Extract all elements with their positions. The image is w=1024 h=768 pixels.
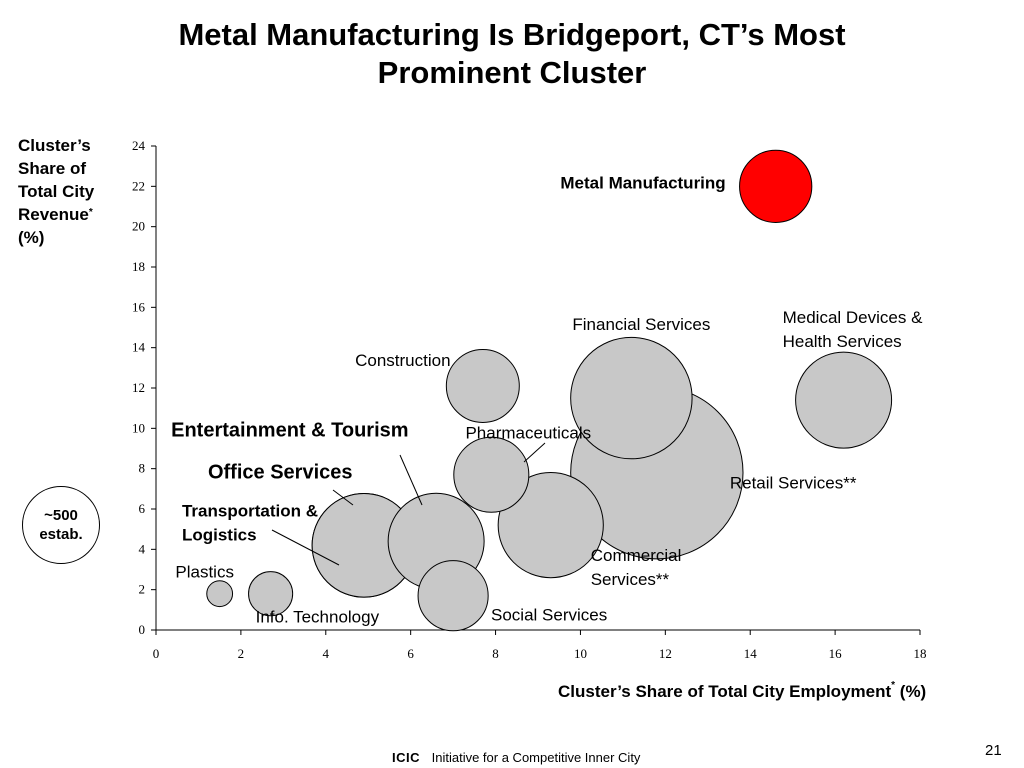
point-label-office-services: Office Services — [208, 461, 353, 483]
bubble-info-technology — [248, 571, 294, 617]
leader-line — [523, 442, 546, 463]
slide-title: Metal Manufacturing Is Bridgeport, CT’s … — [0, 16, 1024, 92]
x-tick-label: 12 — [659, 646, 672, 661]
leader-line — [399, 454, 423, 506]
x-tick-label: 16 — [829, 646, 843, 661]
bubble-medical-devices-health-services — [795, 351, 893, 449]
bubble-metal-manufacturing — [739, 149, 813, 223]
point-label-retail-services: Retail Services** — [730, 474, 857, 493]
point-label-info-technology: Info. Technology — [256, 608, 380, 627]
y-axis-label-line-2: Share of — [18, 159, 87, 178]
y-axis-label-line-1: Cluster’s — [18, 136, 91, 155]
x-tick-label: 0 — [153, 646, 160, 661]
x-tick-label: 14 — [744, 646, 758, 661]
page-number: 21 — [985, 742, 1002, 759]
point-label-commercial-services: Commercial Services** — [591, 546, 682, 589]
point-label-pharmaceuticals: Pharmaceuticals — [465, 424, 591, 443]
y-axis-label-footnote-mark: * — [88, 207, 93, 218]
x-tick-label: 4 — [323, 646, 330, 661]
y-tick-label: 2 — [139, 582, 146, 597]
point-label-metal-manufacturing: Metal Manufacturing — [560, 173, 725, 192]
point-label-financial-services: Financial Services — [572, 315, 710, 334]
x-axis-label-footnote-mark: * — [891, 680, 896, 691]
x-axis-label: Cluster’s Share of Total City Employment… — [558, 680, 927, 702]
point-label-plastics: Plastics — [175, 563, 234, 582]
y-tick-label: 4 — [139, 541, 146, 556]
y-tick-label: 14 — [132, 340, 146, 355]
y-axis-label-line-3: Total City — [18, 182, 95, 201]
leader-line — [271, 529, 340, 566]
y-tick-label: 18 — [132, 259, 145, 274]
x-tick-label: 10 — [574, 646, 587, 661]
y-tick-label: 16 — [132, 299, 146, 314]
leader-line — [332, 489, 354, 506]
point-label-transportation-logistics: Transportation & Logistics — [182, 501, 318, 544]
bubble-construction — [445, 348, 520, 423]
y-tick-label: 10 — [132, 420, 145, 435]
y-tick-label: 6 — [139, 501, 146, 516]
y-axis-label: Cluster’s Share of Total City Revenue* (… — [18, 134, 128, 249]
y-axis-label-line-4: Revenue — [18, 205, 89, 224]
point-label-social-services: Social Services — [491, 606, 607, 625]
y-tick-label: 22 — [132, 178, 145, 193]
legend-unit: estab. — [39, 526, 83, 543]
x-tick-label: 2 — [238, 646, 245, 661]
point-label-medical-devices-health-services: Medical Devices & Health Services — [783, 308, 923, 351]
x-tick-label: 8 — [492, 646, 499, 661]
icic-logo: ICIC — [392, 750, 420, 765]
bubble-commercial-services — [497, 472, 604, 579]
y-tick-label: 24 — [132, 138, 146, 153]
x-axis-label-unit: (%) — [899, 682, 927, 701]
x-axis-label-main: Cluster’s Share of Total City Employment — [558, 682, 892, 701]
point-label-construction: Construction — [355, 351, 450, 370]
y-tick-label: 12 — [132, 380, 145, 395]
x-tick-label: 18 — [914, 646, 927, 661]
point-label-entertainment-tourism: Entertainment & Tourism — [171, 419, 408, 441]
bubble-plastics — [206, 580, 234, 608]
title-line-2: Prominent Cluster — [377, 55, 647, 90]
y-tick-label: 8 — [139, 461, 146, 476]
legend-count: ~500 — [44, 507, 78, 524]
y-axis-label-unit: (%) — [18, 228, 45, 247]
footer: ICIC Initiative for a Competitive Inner … — [392, 750, 640, 765]
title-line-1: Metal Manufacturing Is Bridgeport, CT’s … — [178, 17, 846, 52]
bubble-pharmaceuticals — [453, 436, 530, 513]
footer-organization-name: Initiative for a Competitive Inner City — [431, 750, 641, 765]
y-tick-label: 20 — [132, 219, 145, 234]
y-tick-label: 0 — [139, 622, 146, 637]
bubble-financial-services — [570, 336, 693, 460]
bubble-size-legend: ~500 estab. — [22, 486, 100, 564]
bubble-social-services — [417, 560, 489, 632]
x-tick-label: 6 — [407, 646, 414, 661]
